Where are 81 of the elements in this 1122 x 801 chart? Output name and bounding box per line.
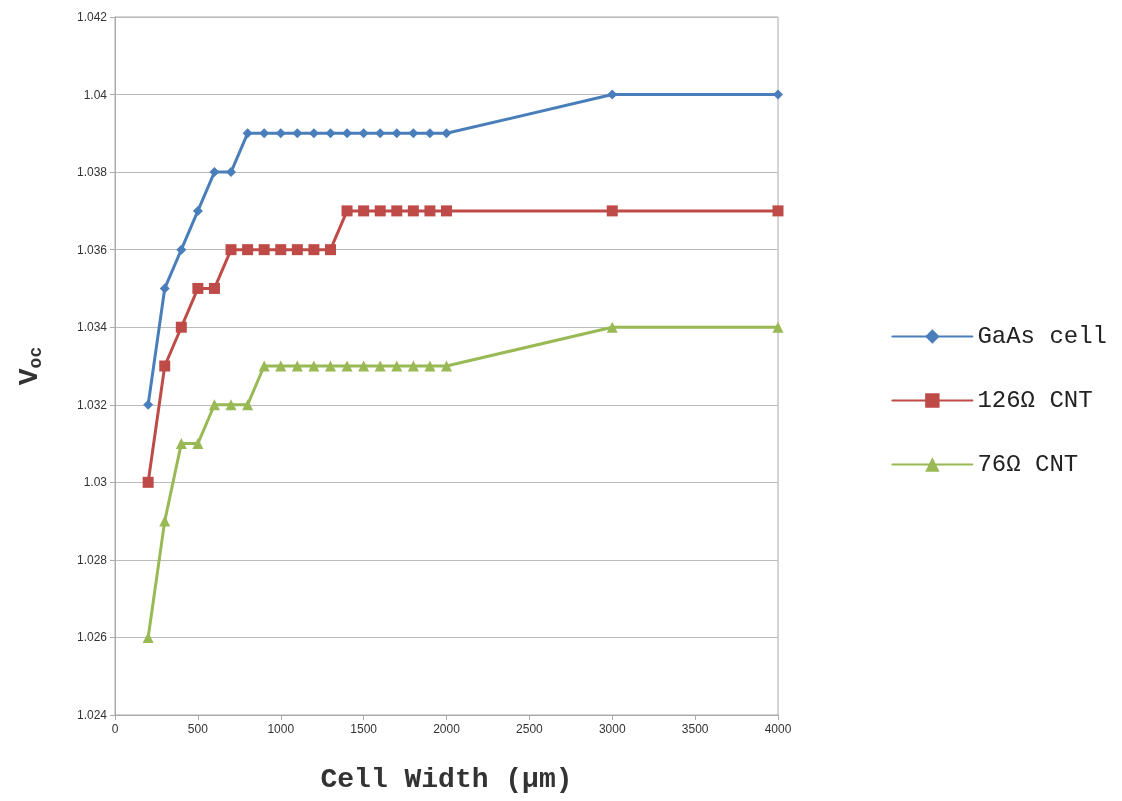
- point: [324, 360, 336, 372]
- point: [225, 244, 237, 256]
- point: [358, 128, 369, 139]
- point: [408, 128, 419, 139]
- point: [407, 205, 419, 217]
- y-tick-label: 1.032: [76, 397, 108, 412]
- point: [407, 360, 419, 372]
- x-axis-title: Cell Width (µm): [320, 763, 573, 795]
- point: [324, 244, 336, 256]
- point: [275, 244, 287, 256]
- point: [391, 360, 403, 372]
- point: [226, 167, 237, 178]
- point: [772, 205, 784, 217]
- x-tick-label: 3000: [598, 722, 626, 736]
- point: [258, 360, 270, 372]
- point: [142, 476, 154, 488]
- point: [142, 631, 154, 643]
- x-tick-label: 1000: [267, 722, 295, 736]
- x-tick-label: 3500: [681, 722, 709, 736]
- point: [441, 128, 452, 139]
- point: [441, 360, 452, 372]
- point: [341, 205, 353, 217]
- point: [441, 205, 452, 217]
- y-tick-label: 1.026: [76, 630, 108, 645]
- point: [391, 205, 403, 217]
- point: [208, 399, 220, 411]
- point: [159, 360, 171, 372]
- point: [291, 244, 303, 256]
- point: [773, 89, 783, 100]
- y-tick-label: 1.038: [76, 165, 108, 180]
- point: [291, 360, 303, 372]
- point: [208, 282, 220, 294]
- point: [292, 128, 303, 139]
- y-tick-label: 1.03: [83, 475, 108, 490]
- point: [391, 128, 402, 139]
- point: [308, 244, 320, 256]
- point: [308, 360, 320, 372]
- point: [175, 438, 187, 450]
- point: [325, 128, 336, 139]
- legend-label: 76Ω CNT: [977, 451, 1079, 478]
- x-tick-label: 4000: [764, 722, 792, 736]
- point: [374, 360, 386, 372]
- point: [772, 321, 784, 333]
- y-tick-label: 1.034: [76, 320, 108, 335]
- x-tick-label: 1500: [350, 722, 378, 736]
- point: [242, 399, 254, 411]
- point: [424, 360, 436, 372]
- point: [275, 360, 287, 372]
- x-tick-label: 2500: [516, 722, 544, 736]
- point: [192, 282, 204, 294]
- y-tick-label: 1.028: [76, 552, 108, 567]
- legend-label: GaAs cell: [977, 323, 1107, 350]
- point: [606, 321, 618, 333]
- point: [242, 244, 254, 256]
- point: [176, 244, 187, 255]
- point: [374, 205, 386, 217]
- point: [606, 205, 618, 217]
- point: [275, 128, 286, 139]
- y-tick-label: 1.036: [76, 242, 108, 257]
- x-tick-label: 2000: [433, 722, 461, 736]
- x-tick-label: 500: [187, 722, 209, 736]
- point: [192, 205, 203, 216]
- point: [175, 321, 187, 333]
- x-tick-label: 0: [111, 722, 119, 736]
- point: [341, 360, 353, 372]
- point: [192, 438, 204, 450]
- point: [258, 244, 270, 256]
- y-axis-title: Voc: [13, 346, 46, 386]
- y-tick-label: 1.042: [76, 10, 108, 24]
- point: [143, 399, 154, 410]
- point: [424, 205, 436, 217]
- y-tick-label: 1.024: [76, 708, 108, 722]
- point: [225, 399, 237, 411]
- point: [358, 205, 370, 217]
- legend-label: 126Ω CNT: [977, 387, 1093, 414]
- y-tick-label: 1.04: [83, 87, 108, 102]
- point: [209, 167, 220, 178]
- point: [159, 515, 171, 527]
- point: [159, 283, 170, 294]
- point: [358, 360, 370, 372]
- point: [242, 128, 253, 139]
